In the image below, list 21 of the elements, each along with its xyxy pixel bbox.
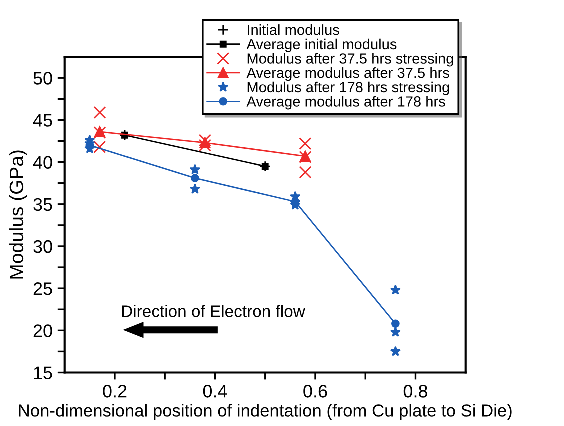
y-axis-title: Modulus (GPa) <box>9 150 28 279</box>
y-tick-label: 30 <box>34 240 52 254</box>
y-tick-label: 50 <box>34 72 52 85</box>
x-tick-label: 0.2 <box>103 385 127 398</box>
legend-label: Average initial modulus <box>246 38 397 52</box>
x-tick-label: 0.6 <box>304 385 328 398</box>
legend-label: Modulus after 178 hrs stressing <box>248 82 450 96</box>
y-tick-label: 15 <box>34 366 52 380</box>
legend-label: Initial modulus <box>248 24 340 36</box>
x-tick-label: 0.8 <box>404 385 428 398</box>
y-tick-label: 45 <box>33 114 52 127</box>
legend-label: Average modulus after 178 hrs <box>246 96 446 110</box>
annotation: Direction of Electron flow <box>122 305 306 318</box>
y-tick-label: 25 <box>34 282 52 296</box>
x-tick-label: 0.4 <box>203 385 228 398</box>
legend-label: Average modulus after 37.5 hrs <box>246 68 450 82</box>
y-tick-label: 20 <box>34 324 52 338</box>
x-axis-title: Non-dimensional position of indentation (from Cu plate to Si Die) <box>19 404 512 420</box>
y-tick-label: 35 <box>34 198 52 212</box>
legend-label: Modulus after 37.5 hrs stressing <box>248 53 454 67</box>
y-tick-label: 40 <box>33 156 52 170</box>
